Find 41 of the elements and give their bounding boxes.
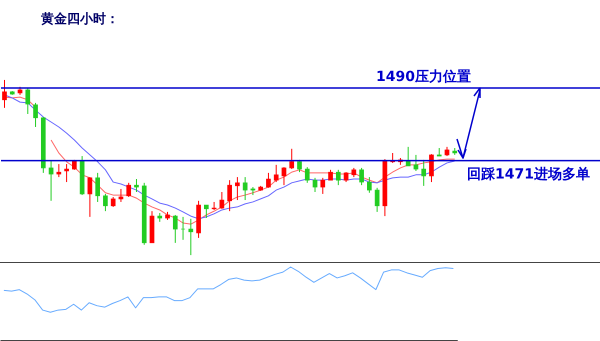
candlestick <box>204 204 209 219</box>
candlestick <box>421 159 426 186</box>
candlestick <box>220 192 224 210</box>
candlestick <box>126 182 132 198</box>
legend-label: 回踩1471进场多单 <box>467 166 590 183</box>
candlestick <box>134 178 139 193</box>
candlestick <box>242 176 248 201</box>
candlestick <box>110 196 116 208</box>
text: 黄金四小时： <box>40 12 119 27</box>
candlestick <box>88 176 92 218</box>
candlestick <box>95 172 100 202</box>
candlestick <box>235 176 240 201</box>
candlestick <box>48 160 54 202</box>
candlestick <box>352 167 356 178</box>
candlestick <box>103 193 108 212</box>
candlestick <box>367 176 372 194</box>
candlestick <box>274 164 279 183</box>
candlestick <box>304 166 310 184</box>
candlestick <box>444 146 450 157</box>
candlestick <box>320 177 326 194</box>
candlestick <box>56 164 62 178</box>
candlestick <box>312 177 318 193</box>
candlestick <box>289 148 294 170</box>
candlestick <box>188 218 194 256</box>
candlestick <box>266 172 271 188</box>
candlestick <box>344 172 348 183</box>
candlestick <box>374 187 380 212</box>
candlestick <box>64 164 69 183</box>
candlestick <box>172 214 178 244</box>
candlestick <box>118 188 124 202</box>
candlestick <box>2 79 7 108</box>
candlestick <box>414 154 418 172</box>
candlestick <box>25 87 30 114</box>
candlestick <box>328 169 333 181</box>
candlestick <box>336 169 341 186</box>
ref-line-label: 1490压力位置 <box>376 68 471 85</box>
candlestick <box>282 166 286 186</box>
candlestick <box>227 180 232 212</box>
candlestick <box>359 167 364 186</box>
candlestick <box>429 154 434 183</box>
candlestick <box>33 102 38 128</box>
